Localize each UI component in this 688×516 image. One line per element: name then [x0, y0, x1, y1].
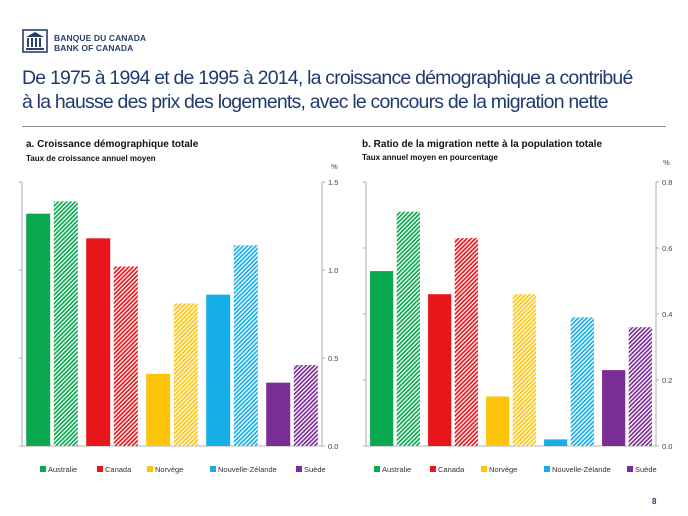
chart-b-bar-norv-ge-1 — [486, 396, 510, 446]
chart-b-bar-australie-1 — [370, 271, 394, 446]
chart-a-ytick-label: 1.0 — [328, 266, 338, 275]
chart-a-legend-swatch — [97, 466, 103, 472]
slide-title-line-1: De 1975 à 1994 et de 1995 à 2014, la cro… — [22, 67, 633, 89]
chart-a-legend-label: Canada — [105, 465, 132, 474]
chart-b-title: b. Ratio de la migration nette à la popu… — [362, 139, 603, 150]
chart-a-title: a. Croissance démographique totale — [26, 139, 199, 150]
chart-b-bar-norv-ge-2 — [512, 294, 536, 446]
chart-b-bar-su-de-2 — [628, 327, 652, 446]
chart-b-bar-nouvelle-z-lande-1 — [544, 439, 568, 446]
chart-b-legend-label: Australie — [382, 465, 411, 474]
chart-a-bar-nouvelle-z-lande-1 — [206, 294, 231, 446]
chart-a-legend-swatch — [296, 466, 302, 472]
chart-a-bar-su-de-1 — [266, 382, 291, 446]
chart-a-bar-norv-ge-1 — [146, 373, 171, 446]
chart-a-legend-label: Norvège — [155, 465, 183, 474]
chart-a-bar-nouvelle-z-lande-2 — [233, 245, 258, 446]
chart-b-legend-swatch — [374, 466, 380, 472]
page-number: 8 — [652, 497, 657, 506]
chart-b-bar-canada-1 — [428, 294, 452, 446]
chart-a-legend-swatch — [40, 466, 46, 472]
chart-a-legend-label: Australie — [48, 465, 77, 474]
slide-title: De 1975 à 1994 et de 1995 à 2014, la cro… — [22, 66, 672, 114]
chart-a-bar-canada-1 — [86, 238, 111, 446]
chart-b-ytick-label: 0.8 — [662, 178, 672, 187]
chart-a-bar-australie-2 — [53, 201, 78, 446]
bank-name-en: BANK OF CANADA — [54, 43, 134, 53]
chart-a-bar-canada-2 — [113, 266, 138, 446]
chart-b-bar-canada-2 — [454, 238, 478, 446]
chart-b-legend-swatch — [430, 466, 436, 472]
chart-a-subtitle: Taux de croissance annuel moyen — [26, 154, 156, 163]
chart-b-unit: % — [663, 158, 670, 167]
bank-name: BANQUE DU CANADA BANK OF CANADA — [54, 33, 146, 53]
chart-b-ytick-label: 0.2 — [662, 376, 672, 385]
chart-b-legend-swatch — [544, 466, 550, 472]
chart-b-legend-label: Norvège — [489, 465, 517, 474]
chart-a-legend-label: Suède — [304, 465, 326, 474]
chart-a-legend-swatch — [210, 466, 216, 472]
chart-b-ytick-label: 0.6 — [662, 244, 672, 253]
chart-b-legend-swatch — [627, 466, 633, 472]
chart-b-legend-label: Canada — [438, 465, 465, 474]
chart-a-bar-su-de-2 — [293, 365, 318, 446]
chart-a-bar-norv-ge-2 — [173, 303, 198, 446]
title-divider — [22, 126, 666, 127]
chart-a-legend-swatch — [147, 466, 153, 472]
chart-b-ytick-label: 0.0 — [662, 442, 672, 451]
bank-name-fr: BANQUE DU CANADA — [54, 33, 147, 43]
chart-a-ytick-label: 0.0 — [328, 442, 338, 451]
chart-a-ytick-label: 0.5 — [328, 354, 338, 363]
chart-b-subtitle: Taux annuel moyen en pourcentage — [362, 153, 498, 162]
chart-a-legend-label: Nouvelle-Zélande — [218, 465, 277, 474]
chart-b-ytick-label: 0.4 — [662, 310, 672, 319]
chart-b-legend-swatch — [481, 466, 487, 472]
chart-a-bar-australie-1 — [26, 213, 51, 446]
bank-logo-icon — [22, 29, 48, 53]
chart-b-bar-nouvelle-z-lande-2 — [570, 317, 594, 446]
chart-b-bar-australie-2 — [396, 211, 420, 446]
chart-b-legend-label: Suède — [635, 465, 657, 474]
slide-title-line-2: à la hausse des prix des logements, avec… — [22, 91, 609, 113]
chart-b-legend-label: Nouvelle-Zélande — [552, 465, 611, 474]
chart-a-ytick-label: 1.5 — [328, 178, 338, 187]
chart-b-bar-su-de-1 — [602, 370, 626, 446]
chart-a-unit: % — [331, 162, 338, 171]
